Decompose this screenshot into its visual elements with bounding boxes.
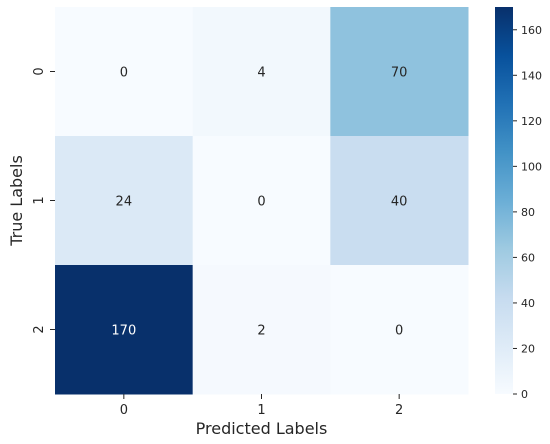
heatmap-cell-r2-c2 bbox=[330, 265, 469, 395]
colorbar-tick-label-5: 100 bbox=[521, 160, 542, 173]
heatmap-cell-r0-c2 bbox=[330, 7, 469, 137]
y-axis-ticks: 0 1 2 bbox=[32, 67, 55, 334]
cell-value-r0-c0: 0 bbox=[120, 66, 128, 81]
cell-value-r1-c0: 24 bbox=[116, 195, 133, 210]
x-tick-label-1: 1 bbox=[257, 403, 265, 418]
heatmap-cell-r2-c0 bbox=[55, 265, 194, 395]
y-tick-label-2: 2 bbox=[32, 325, 47, 333]
x-axis-label: Predicted Labels bbox=[196, 419, 328, 438]
heatmap-cells bbox=[55, 7, 469, 395]
colorbar bbox=[495, 7, 513, 394]
colorbar-ticks: 0 20 40 60 80 100 120 140 160 bbox=[513, 24, 542, 401]
x-tick-label-0: 0 bbox=[120, 403, 128, 418]
heatmap-cell-r0-c1 bbox=[192, 7, 331, 137]
colorbar-tick-label-4: 80 bbox=[521, 206, 535, 219]
heatmap-cell-r1-c0 bbox=[55, 136, 194, 266]
heatmap-cell-r1-c2 bbox=[330, 136, 469, 266]
colorbar-tick-label-8: 160 bbox=[521, 24, 542, 37]
colorbar-tick-label-2: 40 bbox=[521, 297, 535, 310]
x-axis-ticks: 0 1 2 bbox=[120, 394, 403, 418]
y-tick-label-1: 1 bbox=[32, 196, 47, 204]
y-axis-label: True Labels bbox=[7, 155, 26, 247]
cell-value-r2-c1: 2 bbox=[257, 324, 265, 339]
x-tick-label-2: 2 bbox=[395, 403, 403, 418]
heatmap-cell-r2-c1 bbox=[192, 265, 331, 395]
colorbar-tick-label-1: 20 bbox=[521, 342, 535, 355]
cell-value-r1-c1: 0 bbox=[257, 195, 265, 210]
cell-value-r1-c2: 40 bbox=[391, 195, 408, 210]
colorbar-tick-label-7: 140 bbox=[521, 69, 542, 82]
colorbar-tick-label-6: 120 bbox=[521, 115, 542, 128]
y-tick-label-0: 0 bbox=[32, 67, 47, 75]
colorbar-tick-label-0: 0 bbox=[521, 388, 528, 401]
colorbar-tick-label-3: 60 bbox=[521, 251, 535, 264]
heatmap-cell-r1-c1 bbox=[192, 136, 331, 266]
cell-value-r0-c1: 4 bbox=[257, 66, 265, 81]
heatmap-cell-labels: 0 4 70 24 0 40 170 2 0 bbox=[111, 66, 407, 339]
cell-value-r2-c0: 170 bbox=[111, 324, 136, 339]
cell-value-r2-c2: 0 bbox=[395, 324, 403, 339]
heatmap-cell-r0-c0 bbox=[55, 7, 194, 137]
cell-value-r0-c2: 70 bbox=[391, 66, 408, 81]
